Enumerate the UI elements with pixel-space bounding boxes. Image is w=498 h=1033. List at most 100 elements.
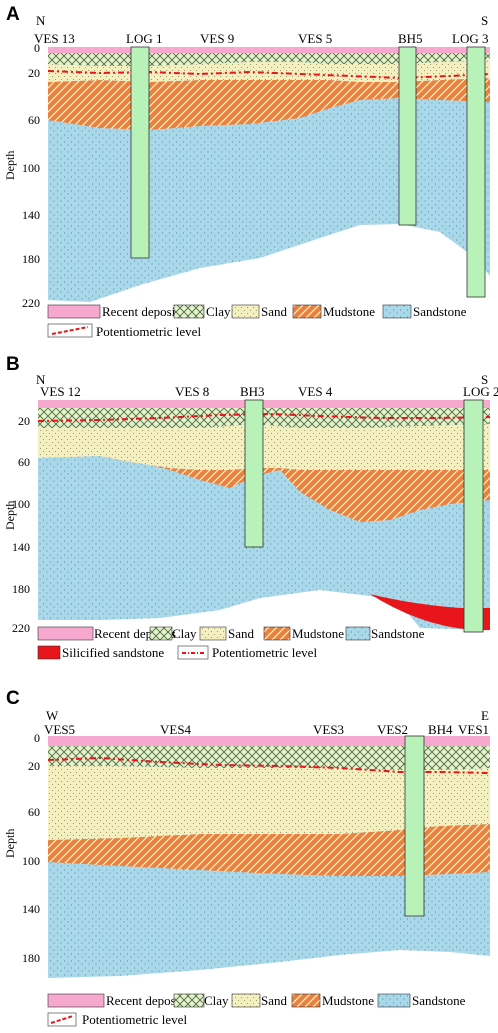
recent-deposits-layer (48, 47, 490, 53)
legend-swatch-silicified (37, 645, 61, 660)
panel-b-legend: Recent deposits Clay Sand Mudstone Sands… (37, 626, 425, 660)
depth-tick: 100 (22, 854, 40, 868)
depth-axis-label: Depth (3, 501, 17, 530)
panel-b-stations: VES 12 VES 8 BH3 VES 4 LOG 2 (40, 384, 498, 399)
depth-tick: 100 (22, 161, 40, 175)
legend-swatch-recent (37, 626, 94, 641)
legend-label: Sandstone (412, 993, 466, 1008)
panel-a-letter: A (6, 4, 20, 25)
sand-layer (38, 424, 490, 470)
potentiometric-line (47, 70, 491, 80)
station-label: LOG 3 (452, 31, 488, 46)
station-label: VES 12 (40, 384, 81, 399)
panel-a-south-label: S (481, 13, 488, 28)
depth-tick: 20 (18, 414, 30, 428)
clay-layer (48, 52, 490, 66)
recent-deposits-layer (48, 736, 490, 746)
station-label: BH5 (398, 31, 423, 46)
depth-axis-label: Depth (3, 829, 17, 858)
station-label: BH4 (428, 722, 453, 737)
legend-swatch-sandstone (377, 993, 411, 1008)
panel-c: C W E VES5 VES4 VES3 VES2 BH4 VES1 Depth… (3, 688, 491, 1027)
legend-swatch-sandstone (345, 626, 371, 641)
depth-tick: 60 (28, 113, 40, 127)
station-label: VES4 (160, 722, 192, 737)
mudstone-layer (100, 456, 490, 522)
mudstone-layer (48, 824, 490, 876)
station-label: VES 8 (175, 384, 209, 399)
panel-c-stations: VES5 VES4 VES3 VES2 BH4 VES1 (44, 722, 489, 737)
borehole-log2 (463, 399, 484, 633)
depth-tick: 220 (22, 296, 40, 310)
station-label: VES 4 (298, 384, 333, 399)
legend-label: Mudstone (292, 626, 344, 641)
legend-swatch-sand (231, 993, 261, 1008)
clay-layer (48, 746, 490, 770)
panel-a-depth-axis: Depth 0 20 60 100 140 180 220 (3, 41, 40, 310)
potentiometric-line (37, 412, 491, 422)
borehole-log3 (466, 46, 486, 298)
depth-tick: 20 (28, 759, 40, 773)
legend-potentiometric-line (51, 326, 89, 335)
legend-swatch-mudstone (263, 626, 291, 641)
silicified-sandstone-layer (370, 594, 490, 631)
panel-c-letter: C (6, 688, 20, 709)
legend-label: Sand (261, 993, 288, 1008)
mudstone-layer (48, 78, 490, 130)
legend-swatch-clay (173, 993, 205, 1008)
station-label: VES2 (377, 722, 408, 737)
depth-axis-label: Depth (3, 151, 17, 180)
legend-label: Mudstone (323, 304, 375, 319)
depth-tick: 220 (12, 621, 30, 635)
station-label: VES3 (313, 722, 344, 737)
panel-b-south-label: S (481, 372, 488, 387)
station-label: LOG 1 (126, 31, 162, 46)
legend-swatch-clay (173, 304, 205, 319)
depth-tick: 60 (28, 805, 40, 819)
below-section-blank (38, 590, 490, 634)
depth-tick: 0 (34, 731, 40, 745)
panel-b-depth-axis: Depth 20 60 100 140 180 220 (3, 414, 30, 635)
depth-tick: 180 (22, 951, 40, 965)
panel-a-section (47, 46, 491, 310)
legend-swatch-sand (199, 626, 227, 641)
legend-swatch-recent (47, 304, 101, 319)
legend-label: Sandstone (413, 304, 467, 319)
depth-tick: 180 (22, 252, 40, 266)
panel-c-east-label: E (481, 708, 489, 723)
legend-label: Potentiometric level (82, 1012, 187, 1027)
legend-swatch-recent (47, 993, 105, 1008)
legend-label: Potentiometric level (96, 324, 201, 339)
panel-c-west-label: W (46, 708, 59, 723)
station-label: LOG 2 (463, 384, 498, 399)
station-label: VES1 (458, 722, 489, 737)
borehole-log1 (130, 46, 150, 259)
depth-tick: 140 (22, 902, 40, 916)
depth-tick: 140 (12, 540, 30, 554)
legend-label: Clay (204, 993, 229, 1008)
panel-a-stations: VES 13 LOG 1 VES 9 VES 5 BH5 LOG 3 (34, 31, 488, 46)
legend-label: Sand (228, 626, 255, 641)
legend-label: Recent deposits (102, 304, 184, 319)
station-label: VES 9 (200, 31, 234, 46)
panel-a: A N S VES 13 LOG 1 VES 9 VES 5 BH5 LOG 3 (3, 4, 491, 339)
depth-tick: 180 (12, 582, 30, 596)
legend-label: Mudstone (322, 993, 374, 1008)
station-label: VES 5 (298, 31, 332, 46)
panel-b-section (37, 399, 491, 634)
panel-b-north-label: N (36, 372, 46, 387)
below-section-blank (48, 224, 490, 310)
sand-layer (48, 766, 490, 840)
depth-tick: 60 (18, 455, 30, 469)
potentiometric-line (47, 756, 491, 774)
depth-tick: 0 (34, 41, 40, 55)
panel-c-legend: Recent deposits Clay Sand Mudstone Sands… (47, 993, 466, 1027)
panel-b: B N S VES 12 VES 8 BH3 VES 4 LOG 2 Depth… (3, 354, 498, 660)
borehole-bh4 (404, 735, 425, 917)
legend-swatch-potentiometric (47, 1012, 77, 1027)
legend-label: Recent deposits (106, 993, 188, 1008)
legend-label: Sandstone (371, 626, 425, 641)
below-section-blank (48, 950, 490, 992)
borehole-bh3 (244, 399, 264, 548)
legend-label: Potentiometric level (212, 645, 317, 660)
